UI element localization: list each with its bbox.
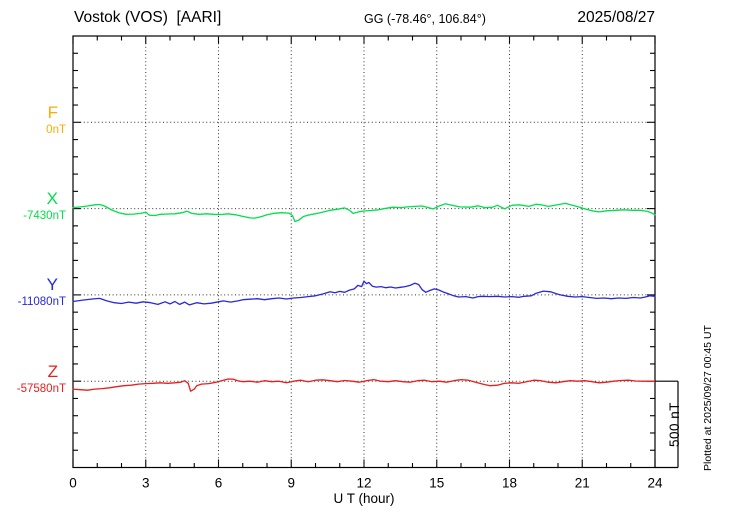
x-tick-label: 0 [69,476,77,491]
plot-date: 2025/08/27 [577,9,655,26]
x-tick-label: 21 [575,476,590,491]
x-tick-label: 3 [142,476,150,491]
trace-y [72,280,656,306]
station-title: Vostok (VOS) [AARI] [74,9,222,26]
channel-baseline-value-z: -57580nT [16,383,66,395]
x-tick-label: 9 [287,476,295,491]
channel-baseline-value-y: -11080nT [17,296,66,308]
trace-z [72,378,656,392]
channel-baseline-value-x: -7430nT [23,210,66,222]
x-tick-label: 6 [215,476,223,491]
channel-label-z: Z [47,362,58,381]
geographic-coordinates-label: GG (-78.46°, 106.84°) [364,12,486,26]
x-tick-label: 18 [502,476,517,491]
x-tick-label: 24 [647,476,663,491]
channel-label-y: Y [46,275,58,294]
channel-baseline-value-f: 0nT [46,124,66,136]
x-tick-label: 12 [356,476,371,491]
channel-label-f: F [47,103,58,122]
trace-x [72,202,656,223]
x-axis-label: U T (hour) [333,491,395,506]
channel-label-x: X [46,189,58,208]
x-tick-label: 15 [429,476,444,491]
plot-frame [72,35,656,469]
plotted-timestamp-note: Plotted at 2025/09/27 00:45 UT [702,325,714,471]
scale-bar-label: 500 nT [667,401,682,448]
